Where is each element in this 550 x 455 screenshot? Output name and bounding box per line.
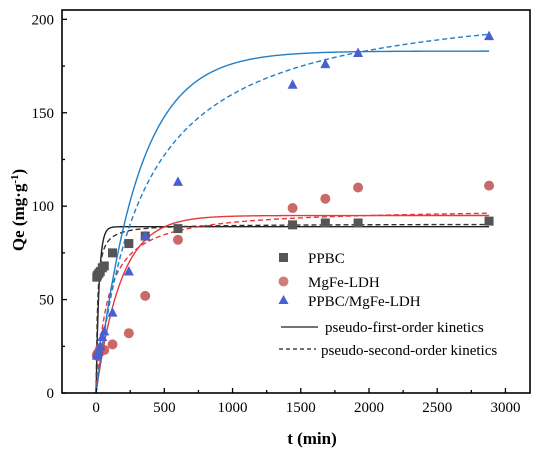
x-tick-label-3000: 3000 (490, 400, 520, 416)
legend-marker-ppbc-mgfe-ldh (278, 295, 289, 304)
point-mgfe-ldh-12 (484, 180, 495, 191)
legend-label-ppbc-mgfe-ldh: PPBC/MgFe-LDH (308, 294, 421, 310)
fit-curve-pfo-2 (95, 214, 490, 394)
point-ppbc-mgfe-ldh-2 (93, 346, 104, 356)
fit-curve-pso-3 (95, 212, 490, 394)
point-ppbc-6 (107, 248, 117, 258)
point-ppbc-5 (99, 261, 109, 271)
x-tick-label-1000: 1000 (218, 400, 248, 416)
point-ppbc-13 (484, 216, 494, 226)
point-ppbc-mgfe-ldh-12 (353, 47, 364, 57)
point-ppbc-10 (288, 220, 298, 230)
plot-frame (61, 9, 531, 394)
point-ppbc-mgfe-ldh-8 (140, 230, 151, 241)
data-points (91, 30, 495, 361)
point-mgfe-ldh-7 (140, 290, 151, 301)
point-mgfe-ldh-9 (287, 203, 298, 214)
point-mgfe-ldh-6 (123, 328, 134, 339)
legend-label-pfo: pseudo-first-order kinetics (325, 320, 484, 336)
point-ppbc-mgfe-ldh-13 (484, 30, 495, 41)
point-mgfe-ldh-8 (172, 234, 183, 245)
point-ppbc-12 (353, 218, 363, 228)
x-tick-label-0: 0 (92, 400, 100, 416)
legend-marker-mgfe-ldh (278, 276, 289, 287)
point-ppbc-mgfe-ldh-10 (287, 79, 298, 89)
legend-label-mgfe-ldh: MgFe-LDH (308, 275, 380, 291)
y-axis-title: Qe (mg·g-1) (9, 169, 28, 251)
point-ppbc-11 (320, 218, 330, 228)
point-ppbc-mgfe-ldh-6 (107, 307, 118, 317)
legend: PPBC MgFe-LDH PPBC/MgFe-LDH pseudo-first… (278, 251, 497, 359)
point-ppbc-mgfe-ldh-5 (99, 325, 110, 336)
axes: 0 500 1000 1500 2000 2500 3000 0 50 100 150 200 (32, 9, 531, 416)
y-tick-label-0: 0 (47, 386, 55, 402)
x-tick-label-2000: 2000 (354, 400, 384, 416)
y-tick-label-50: 50 (39, 293, 54, 309)
y-tick-label-150: 150 (32, 106, 55, 122)
point-ppbc-7 (124, 239, 134, 249)
point-ppbc-9 (173, 224, 183, 234)
point-ppbc-mgfe-ldh-3 (95, 340, 106, 351)
legend-label-ppbc: PPBC (308, 251, 345, 267)
fit-curve-pfo-0 (95, 226, 490, 394)
point-mgfe-ldh-10 (320, 193, 331, 204)
y-tick-label-100: 100 (32, 199, 55, 215)
fit-curve-pso-1 (95, 223, 490, 394)
point-ppbc-mgfe-ldh-9 (172, 176, 183, 186)
point-mgfe-ldh-5 (107, 339, 118, 350)
x-tick-label-2500: 2500 (422, 400, 452, 416)
point-mgfe-ldh-11 (353, 182, 364, 193)
legend-label-pso: pseudo-second-order kinetics (321, 343, 497, 359)
x-tick-label-500: 500 (153, 400, 176, 416)
fit-curve-pfo-4 (95, 50, 490, 394)
legend-marker-ppbc (279, 253, 288, 262)
x-axis-title: t (min) (287, 429, 337, 448)
x-tick-label-1500: 1500 (286, 400, 316, 416)
point-ppbc-mgfe-ldh-11 (320, 58, 331, 69)
point-ppbc-mgfe-ldh-7 (123, 266, 134, 276)
y-tick-label-200: 200 (32, 12, 55, 28)
fit-curve-pso-5 (95, 33, 490, 394)
point-ppbc-mgfe-ldh-4 (97, 331, 108, 341)
